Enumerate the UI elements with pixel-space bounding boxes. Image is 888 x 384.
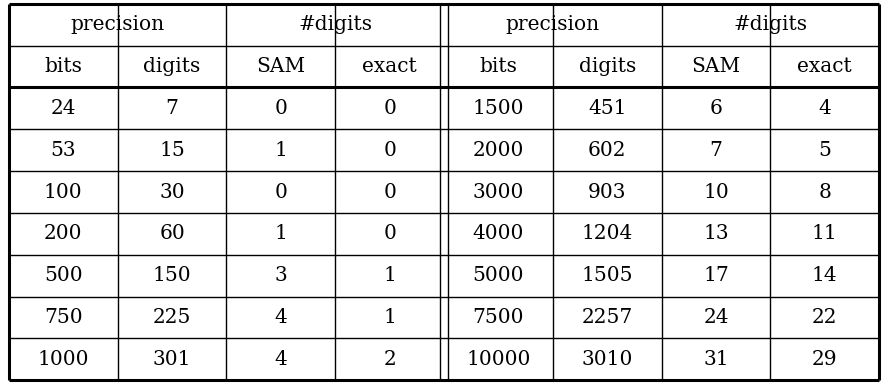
Text: 1: 1 [384, 266, 396, 285]
Text: 0: 0 [274, 99, 287, 118]
Text: 4: 4 [274, 308, 287, 327]
Text: 22: 22 [812, 308, 837, 327]
Text: 3000: 3000 [472, 182, 524, 202]
Text: SAM: SAM [692, 57, 741, 76]
Text: 10000: 10000 [466, 350, 530, 369]
Text: 0: 0 [384, 182, 396, 202]
Text: 31: 31 [703, 350, 729, 369]
Text: 5: 5 [819, 141, 831, 160]
Text: 15: 15 [159, 141, 185, 160]
Text: 8: 8 [819, 182, 831, 202]
Text: 7: 7 [710, 141, 722, 160]
Text: bits: bits [480, 57, 518, 76]
Text: 4: 4 [274, 350, 287, 369]
Text: 60: 60 [159, 224, 185, 243]
Text: 1204: 1204 [582, 224, 633, 243]
Text: 14: 14 [812, 266, 837, 285]
Text: 3: 3 [274, 266, 287, 285]
Text: 6: 6 [710, 99, 722, 118]
Text: 7: 7 [166, 99, 178, 118]
Text: 1: 1 [384, 308, 396, 327]
Text: 200: 200 [44, 224, 83, 243]
Text: bits: bits [44, 57, 83, 76]
Text: 24: 24 [703, 308, 729, 327]
Text: 1: 1 [274, 224, 287, 243]
Text: 301: 301 [153, 350, 191, 369]
Text: 1500: 1500 [472, 99, 524, 118]
Text: precision: precision [71, 15, 164, 34]
Text: 903: 903 [588, 182, 626, 202]
Text: 53: 53 [51, 141, 76, 160]
Text: 10: 10 [703, 182, 729, 202]
Text: 500: 500 [44, 266, 83, 285]
Text: #digits: #digits [298, 15, 372, 34]
Text: 17: 17 [703, 266, 729, 285]
Text: 2: 2 [384, 350, 396, 369]
Text: 1: 1 [274, 141, 287, 160]
Text: 0: 0 [384, 99, 396, 118]
Text: 11: 11 [812, 224, 837, 243]
Text: 13: 13 [703, 224, 729, 243]
Text: 4: 4 [819, 99, 831, 118]
Text: 7500: 7500 [472, 308, 524, 327]
Text: 0: 0 [274, 182, 287, 202]
Text: 0: 0 [384, 224, 396, 243]
Text: 225: 225 [153, 308, 191, 327]
Text: digits: digits [144, 57, 201, 76]
Text: exact: exact [797, 57, 852, 76]
Text: 3010: 3010 [582, 350, 633, 369]
Text: digits: digits [579, 57, 636, 76]
Text: exact: exact [362, 57, 417, 76]
Text: 29: 29 [812, 350, 837, 369]
Text: 602: 602 [588, 141, 626, 160]
Text: 5000: 5000 [472, 266, 524, 285]
Text: 2257: 2257 [582, 308, 633, 327]
Text: precision: precision [506, 15, 599, 34]
Text: 100: 100 [44, 182, 83, 202]
Text: 24: 24 [51, 99, 76, 118]
Text: #digits: #digits [733, 15, 807, 34]
Text: 750: 750 [44, 308, 83, 327]
Text: 150: 150 [153, 266, 191, 285]
Text: 2000: 2000 [472, 141, 524, 160]
Text: SAM: SAM [257, 57, 305, 76]
Text: 0: 0 [384, 141, 396, 160]
Text: 4000: 4000 [472, 224, 524, 243]
Text: 451: 451 [588, 99, 626, 118]
Text: 30: 30 [159, 182, 185, 202]
Text: 1000: 1000 [37, 350, 89, 369]
Text: 1505: 1505 [582, 266, 633, 285]
